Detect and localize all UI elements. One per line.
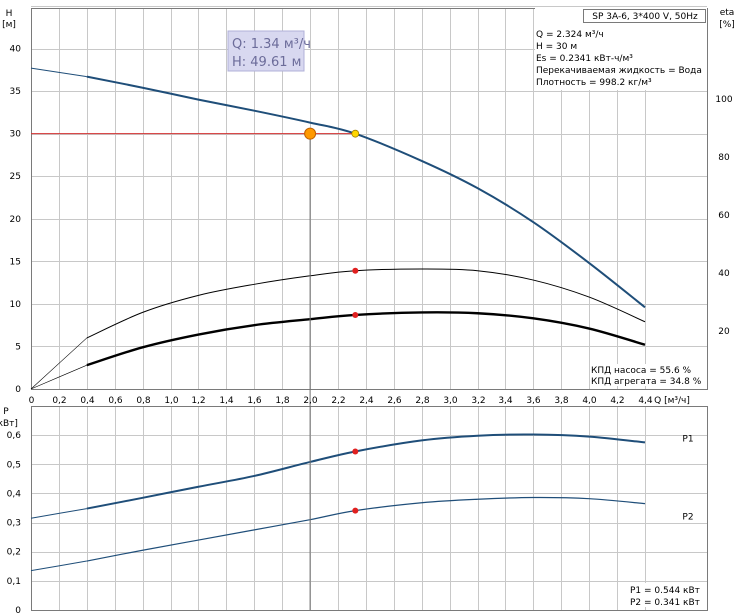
y-tick-label: 10 [10,300,22,310]
y2-tick-label: 60 [718,211,730,221]
duty-point-p1 [352,448,359,455]
axis-labels: 0 0,2 0,4 0,6 0,8 1,0 1,2 1,4 1,6 1,8 2,0 2,2 2,4 2,6… [0,8,735,616]
info-title-box [583,9,706,23]
y-axis-unit: [м] [2,20,16,30]
info-line: Плотность = 998.2 кг/м³ [536,78,652,88]
x-tick-label: 2,6 [387,396,402,406]
y2-tick-label: 80 [718,153,730,163]
info-line: Q = 2.324 м³/ч [536,30,604,40]
tooltip-box [227,30,305,72]
duty-point-p2 [352,507,359,514]
y2-tick-label: 100 [715,95,732,105]
y-tick-label: 0,2 [7,548,21,558]
y-tick-label: 20 [10,215,22,225]
y-tick-label: 15 [10,257,21,267]
x-tick-label: 1,8 [275,396,290,406]
y-tick-label: 0 [15,606,21,616]
tooltip-q: Q: 1.34 м³/ч [232,37,311,52]
annotations: Q: 1.34 м³/ч H: 49.61 м SP 3A-6, 3*400 V, … [227,8,707,608]
x-tick-label: 1,4 [219,396,234,406]
x-tick-label: 1,2 [191,396,205,406]
x-tick-label: 4,2 [610,396,624,406]
x-tick-label: 3,8 [554,396,569,406]
p-axis-unit: [кВт] [0,419,18,429]
pump-efficiency-curve-start [30,337,88,390]
eff-line-bg [590,375,702,386]
eff-line: КПД агрегата = 34.8 % [591,377,702,387]
x-axis-label: Q [м³/ч] [654,396,690,406]
y-tick-label: 0,6 [7,431,22,441]
y-tick-label: 35 [10,87,21,97]
duty-point-unit-eff [352,311,359,318]
eff-line: КПД насоса = 55.6 % [591,366,692,376]
y-tick-label: 25 [10,172,21,182]
qh-curve-start [30,67,87,78]
top-plot-frame [31,8,708,390]
y-tick-label: 0,5 [7,460,21,470]
x-tick-label: 3,6 [526,396,541,406]
power-curve-P1-start [30,508,87,519]
y2-tick-label: 40 [718,269,730,279]
bottom-plot-frame [31,406,708,611]
y-tick-label: 30 [10,130,22,140]
power-line: P2 = 0.341 кВт [630,598,700,608]
x-tick-label: 2,2 [331,396,345,406]
x-tick-label: 1,6 [247,396,262,406]
y2-axis-label: eta [720,8,735,18]
p-axis-label: P [3,407,9,417]
x-tick-label: 1,0 [164,396,179,406]
x-tick-label: 3,4 [498,396,513,406]
x-tick-label: 4,4 [638,396,653,406]
y-tick-label: 5 [15,342,21,352]
cursor-point [304,127,317,140]
y-tick-label: 0 [15,385,21,395]
info-line: H = 30 м [536,42,577,52]
power-line-bg [628,595,703,607]
x-tick-label: 0 [29,396,35,406]
x-tick-label: 3,0 [443,396,458,406]
x-tick-label: 0,4 [80,396,95,406]
x-tick-label: 2,8 [415,396,430,406]
pump-model-title: SP 3A-6, 3*400 V, 50Hz [592,12,698,22]
unit-efficiency-curve-start [30,364,87,390]
top-grid [31,6,708,390]
series-label-P1: P1 [682,434,693,444]
series-label-P2: P2 [682,513,693,523]
x-tick-label: 0,8 [136,396,151,406]
power-line: P1 = 0.544 кВт [630,586,700,596]
x-tick-label: 0,2 [52,396,66,406]
x-tick-label: 2,4 [359,396,374,406]
tooltip-h: H: 49.61 м [232,55,301,70]
x-tick-label: 3,2 [471,396,485,406]
qh-curve [86,75,646,309]
y-tick-label: 0,3 [7,519,21,529]
x-tick-label: 4,0 [582,396,597,406]
duty-point-qh [351,129,360,138]
y-axis-label: H [6,9,13,19]
y2-axis-unit: [%] [719,20,735,30]
duty-point-pump-eff [352,267,359,274]
eff-line-bg [590,364,702,375]
y2-tick-label: 20 [718,327,730,337]
y-tick-label: 0,4 [7,489,22,499]
x-tick-label: 0,6 [108,396,123,406]
info-line: Es = 0.2341 кВт-ч/м³ [536,54,633,64]
info-line: Перекачиваемая жидкость = Вода [536,66,702,76]
power-line-bg [628,583,703,595]
y-tick-label: 40 [10,45,22,55]
power-curve-P2-start [30,560,87,572]
markers [31,127,360,610]
x-tick-label: 2,0 [303,396,318,406]
y-tick-label: 0,1 [7,577,21,587]
